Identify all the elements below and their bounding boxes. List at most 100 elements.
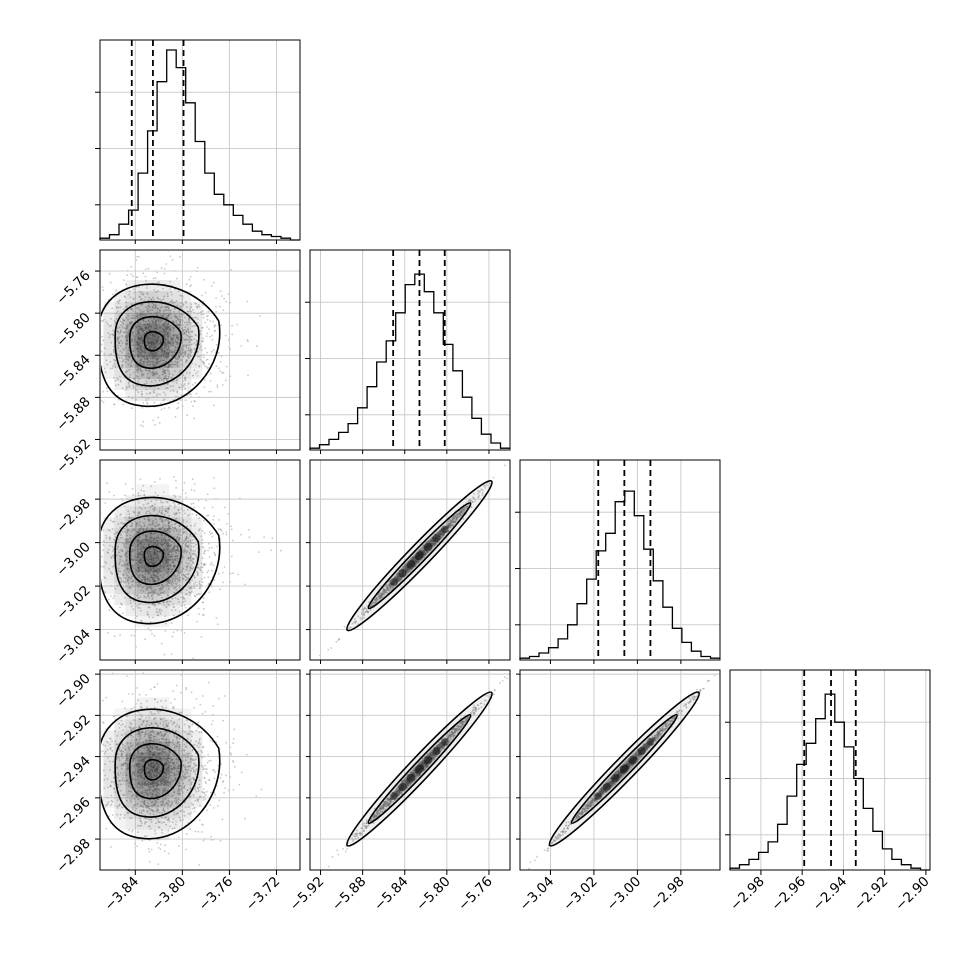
sample-point: [169, 329, 172, 331]
sample-point: [117, 378, 120, 381]
sample-point: [170, 555, 173, 558]
sample-point: [144, 556, 147, 559]
sample-point: [103, 352, 106, 355]
sample-point: [413, 563, 416, 565]
sample-point: [168, 554, 171, 557]
sample-point: [186, 344, 188, 347]
sample-point: [406, 566, 409, 569]
sample-point: [406, 564, 408, 567]
sample-point: [94, 517, 96, 519]
sample-point: [166, 355, 169, 358]
sample-point: [147, 516, 150, 518]
sample-point: [152, 277, 155, 280]
sample-point: [130, 557, 133, 560]
sample-point: [193, 325, 196, 327]
sample-point: [145, 528, 148, 531]
sample-point: [120, 534, 123, 537]
sample-point: [140, 566, 143, 569]
sample-point: [172, 344, 175, 347]
sample-point: [206, 318, 209, 321]
sample-point: [130, 364, 133, 367]
sample-point: [142, 401, 145, 404]
sample-point: [137, 531, 140, 534]
sample-point: [123, 574, 126, 576]
sample-point: [140, 327, 143, 330]
sample-point: [148, 304, 151, 307]
sample-point: [113, 403, 116, 406]
sample-point: [114, 322, 117, 324]
sample-point: [164, 538, 167, 541]
sample-point: [162, 549, 165, 551]
sample-point: [244, 583, 247, 586]
sample-point: [170, 609, 173, 612]
sample-point: [135, 259, 138, 261]
sample-point: [177, 406, 180, 409]
sample-point: [168, 539, 171, 541]
sample-point: [142, 529, 145, 532]
sample-point: [126, 563, 129, 565]
sample-point: [155, 291, 157, 293]
sample-point: [117, 332, 120, 335]
sample-point: [140, 336, 143, 339]
sample-point: [170, 337, 173, 340]
sample-point: [169, 525, 172, 528]
sample-point: [211, 546, 213, 549]
sample-point: [133, 564, 136, 567]
sample-point: [130, 605, 133, 608]
sample-point: [122, 320, 125, 323]
sample-point: [105, 359, 108, 362]
sample-point: [177, 571, 180, 573]
sample-point: [192, 538, 194, 541]
sample-point: [121, 560, 124, 562]
sample-point: [123, 597, 126, 599]
sample-point: [166, 511, 169, 514]
sample-point: [165, 328, 168, 331]
sample-point: [163, 328, 166, 331]
sample-point: [190, 503, 193, 505]
sample-point: [203, 550, 206, 552]
sample-point: [224, 506, 226, 509]
sample-point: [199, 566, 202, 569]
sample-point: [127, 578, 129, 581]
sample-point: [174, 339, 176, 342]
sample-point: [175, 348, 177, 351]
sample-point: [169, 565, 172, 568]
sample-point: [169, 555, 172, 558]
sample-point: [161, 534, 164, 537]
sample-point: [146, 401, 149, 404]
sample-point: [172, 582, 175, 585]
sample-point: [201, 581, 204, 584]
sample-point: [174, 495, 177, 498]
sample-point: [114, 359, 116, 362]
sample-point: [188, 338, 191, 341]
sample-point: [119, 634, 121, 636]
sample-point: [192, 405, 194, 407]
sample-point: [185, 344, 188, 347]
sample-point: [176, 557, 179, 560]
sample-point: [192, 552, 195, 555]
sample-point: [139, 362, 142, 364]
sample-point: [140, 303, 143, 306]
sample-point: [173, 547, 176, 550]
sample-point: [158, 578, 160, 581]
sample-point: [112, 329, 114, 332]
sample-point: [182, 527, 185, 530]
sample-point: [141, 339, 144, 342]
sample-point: [80, 577, 82, 579]
sample-point: [196, 593, 198, 596]
sample-point: [183, 351, 186, 353]
sample-point: [127, 332, 130, 335]
sample-point: [191, 535, 193, 538]
sample-point: [138, 290, 141, 293]
sample-point: [194, 302, 197, 305]
sample-point: [108, 536, 111, 539]
sample-point: [159, 550, 161, 553]
sample-point: [123, 563, 125, 566]
sample-point: [195, 554, 198, 557]
sample-point: [164, 530, 167, 532]
sample-point: [141, 539, 144, 541]
sample-point: [152, 522, 155, 525]
sample-point: [118, 342, 120, 344]
sample-point: [180, 305, 182, 307]
sample-point: [109, 333, 112, 336]
